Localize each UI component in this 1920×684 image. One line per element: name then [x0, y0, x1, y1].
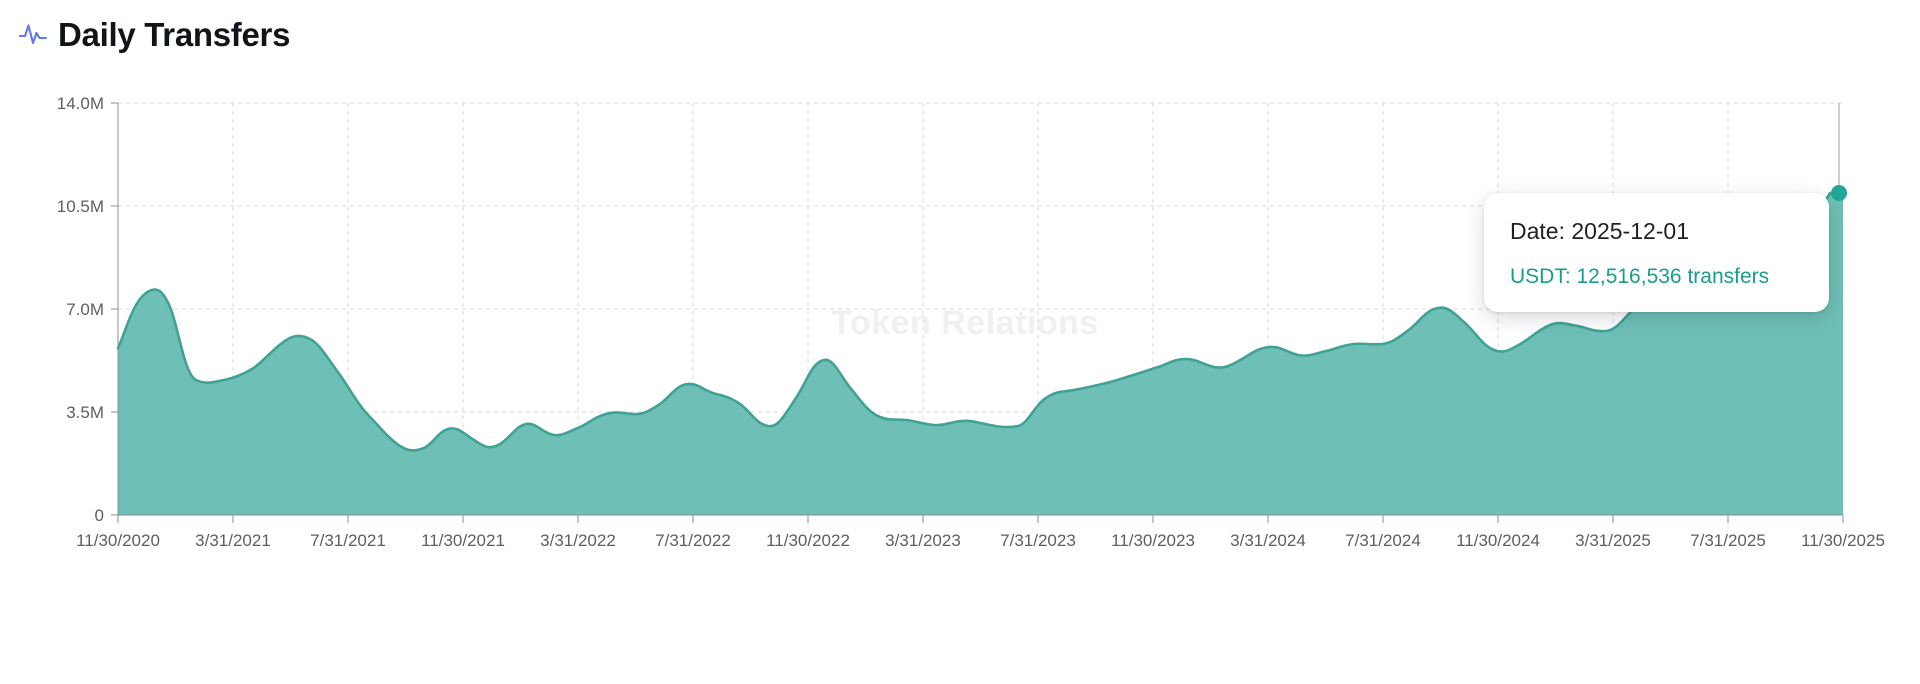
x-tick-label: 3/31/2021	[195, 531, 271, 550]
x-tick-label: 11/30/2022	[766, 531, 850, 550]
x-tick-label: 3/31/2024	[1230, 531, 1306, 550]
y-axis-labels: 14.0M 10.5M 7.0M 3.5M 0	[57, 94, 104, 525]
tooltip-value-text: USDT: 12,516,536 transfers	[1510, 264, 1770, 288]
chart-area[interactable]: Token Relations 14.0M	[0, 62, 1920, 684]
y-axis-ticks	[111, 102, 118, 516]
area-chart-svg[interactable]: Token Relations 14.0M	[0, 62, 1920, 684]
activity-pulse-icon	[18, 24, 48, 45]
y-tick-label: 0	[95, 506, 104, 525]
x-tick-label: 7/31/2022	[655, 531, 731, 550]
watermark-text: Token Relations	[831, 304, 1099, 342]
x-tick-label: 11/30/2025	[1801, 531, 1885, 550]
y-tick-label: 3.5M	[66, 403, 104, 422]
y-tick-label: 10.5M	[57, 197, 104, 216]
x-axis-labels: 11/30/2020 3/31/2021 7/31/2021 11/30/202…	[76, 531, 1885, 550]
x-tick-label: 11/30/2024	[1456, 531, 1540, 550]
y-tick-label: 7.0M	[66, 300, 104, 319]
x-tick-label: 7/31/2024	[1345, 531, 1421, 550]
x-tick-label: 3/31/2022	[540, 531, 616, 550]
hover-data-point-marker[interactable]	[1831, 185, 1847, 201]
x-tick-label: 7/31/2021	[310, 531, 386, 550]
y-tick-label: 14.0M	[57, 94, 104, 113]
x-tick-label: 3/31/2023	[885, 531, 961, 550]
area-line-path	[116, 191, 1832, 452]
chart-tooltip: Date: 2025-12-01 USDT: 12,516,536 transf…	[1484, 193, 1829, 312]
tooltip-date-text: Date: 2025-12-01	[1510, 218, 1690, 244]
page-title: Daily Transfers	[58, 15, 291, 53]
x-axis-ticks	[117, 515, 1844, 523]
chart-header: Daily Transfers	[18, 10, 290, 58]
x-tick-label: 3/31/2025	[1575, 531, 1651, 550]
x-tick-label: 11/30/2021	[421, 531, 505, 550]
x-tick-label: 7/31/2025	[1690, 531, 1766, 550]
x-tick-label: 7/31/2023	[1000, 531, 1076, 550]
series-usdt	[116, 191, 1843, 515]
x-tick-label: 11/30/2020	[76, 531, 160, 550]
x-tick-label: 11/30/2023	[1111, 531, 1195, 550]
